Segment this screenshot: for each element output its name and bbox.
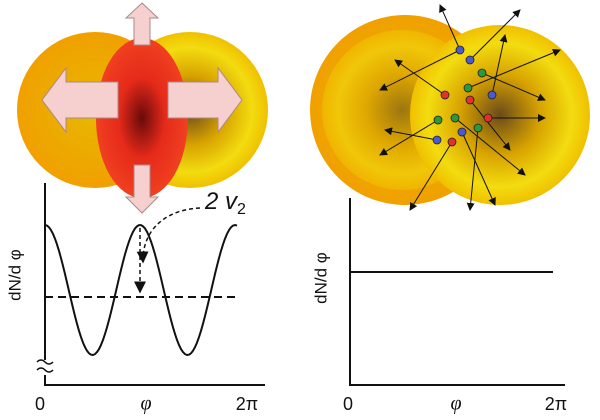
x-label: 2π	[545, 394, 567, 414]
x-label: 0	[35, 394, 45, 414]
y-axis-label: dN/d φ	[311, 252, 330, 304]
x-label: 2π	[236, 394, 258, 414]
left-illustration	[17, 2, 268, 214]
particles	[432, 45, 497, 147]
y-axis-label: dN/d φ	[5, 249, 24, 301]
x-label: φ	[450, 393, 461, 415]
annotation: 2 v2	[204, 188, 246, 218]
particle-tracks	[379, 4, 561, 211]
nucleus	[410, 25, 590, 205]
right-axes	[349, 198, 565, 386]
overlap-region	[96, 38, 188, 198]
x-label: φ	[140, 393, 151, 415]
annotation-arrow	[136, 207, 201, 264]
right-illustration	[310, 4, 590, 211]
cosine-curve	[44, 223, 238, 357]
pressure-arrows	[41, 2, 243, 214]
x-label: 0	[343, 394, 353, 414]
left-axes	[36, 183, 265, 386]
